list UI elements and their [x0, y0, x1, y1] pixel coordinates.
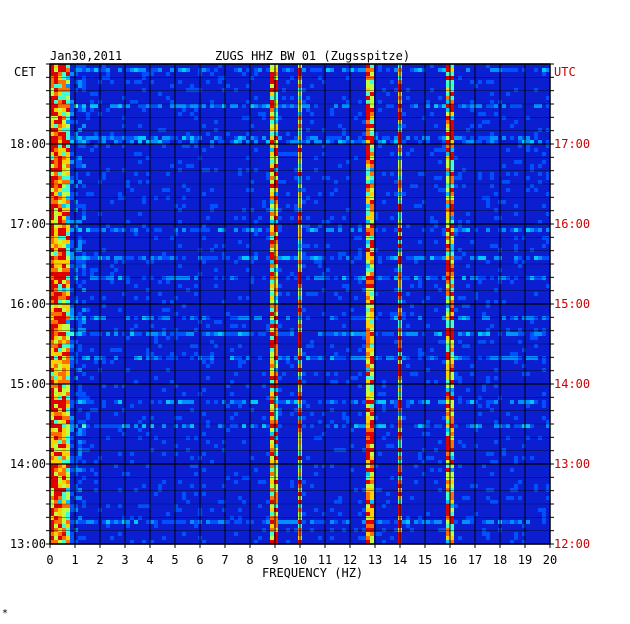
- y-right-tick-label: 14:00: [554, 377, 590, 391]
- x-tick-label: 13: [368, 553, 382, 567]
- x-tick-label: 9: [271, 553, 278, 567]
- y-right-tick-label: 13:00: [554, 457, 590, 471]
- footer-mark: *: [2, 608, 9, 619]
- x-tick-label: 11: [318, 553, 332, 567]
- x-tick-label: 12: [343, 553, 357, 567]
- date-label: Jan30,2011: [50, 49, 123, 63]
- station-title: ZUGS HHZ BW 01 (Zugsspitze): [215, 49, 411, 63]
- x-tick-label: 14: [393, 553, 407, 567]
- x-tick-label: 20: [543, 553, 557, 567]
- x-tick-label: 1: [71, 553, 78, 567]
- x-tick-label: 8: [246, 553, 253, 567]
- x-tick-label: 15: [418, 553, 432, 567]
- spectrogram-cells: [50, 64, 550, 544]
- utc-label: UTC: [554, 65, 576, 79]
- y-left-tick-label: 16:00: [10, 297, 46, 311]
- y-left-tick-label: 18:00: [10, 137, 46, 151]
- x-tick-label: 18: [493, 553, 507, 567]
- y-left-tick-label: 14:00: [10, 457, 46, 471]
- xaxis-label: FREQUENCY (HZ): [262, 566, 364, 580]
- x-tick-label: 7: [221, 553, 228, 567]
- y-left-tick-label: 15:00: [10, 377, 46, 391]
- x-tick-label: 5: [171, 553, 178, 567]
- x-tick-label: 17: [468, 553, 482, 567]
- x-tick-label: 2: [96, 553, 103, 567]
- y-right-tick-label: 16:00: [554, 217, 590, 231]
- x-tick-label: 4: [146, 553, 153, 567]
- x-tick-label: 19: [518, 553, 532, 567]
- y-right-tick-label: 15:00: [554, 297, 590, 311]
- cet-label: CET: [14, 65, 36, 79]
- y-right-tick-label: 17:00: [554, 137, 590, 151]
- y-left-tick-label: 17:00: [10, 217, 46, 231]
- x-tick-label: 0: [46, 553, 53, 567]
- y-right-tick-label: 12:00: [554, 537, 590, 551]
- x-tick-label: 3: [121, 553, 128, 567]
- y-left-tick-label: 13:00: [10, 537, 46, 551]
- x-tick-label: 16: [443, 553, 457, 567]
- x-tick-label: 10: [293, 553, 307, 567]
- x-tick-label: 6: [196, 553, 203, 567]
